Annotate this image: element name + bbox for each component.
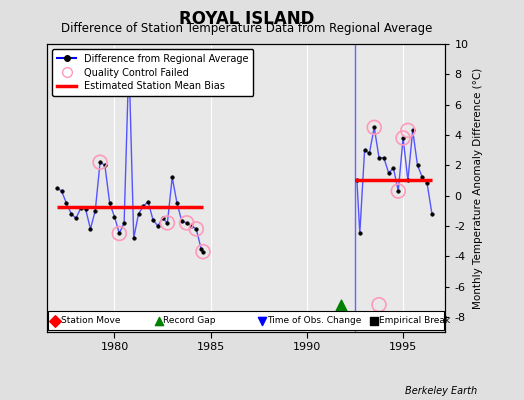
Quality Control Failed <box>192 226 201 232</box>
Text: Record Gap: Record Gap <box>163 316 216 325</box>
Difference from Regional Average <box>102 163 108 168</box>
Difference from Regional Average <box>200 249 206 254</box>
Difference from Regional Average <box>179 219 185 224</box>
Text: Empirical Break: Empirical Break <box>378 316 450 325</box>
Line: Difference from Regional Average: Difference from Regional Average <box>55 58 205 253</box>
Quality Control Failed <box>182 220 191 226</box>
Difference from Regional Average <box>73 216 79 221</box>
Difference from Regional Average <box>130 236 137 240</box>
Y-axis label: Monthly Temperature Anomaly Difference (°C): Monthly Temperature Anomaly Difference (… <box>473 67 483 309</box>
Quality Control Failed <box>394 188 402 194</box>
Difference from Regional Average <box>78 205 84 210</box>
Difference from Regional Average <box>97 160 103 165</box>
Legend: Difference from Regional Average, Quality Control Failed, Estimated Station Mean: Difference from Regional Average, Qualit… <box>52 49 254 96</box>
Quality Control Failed <box>163 220 171 226</box>
Point <box>336 302 345 308</box>
Difference from Regional Average <box>88 226 94 231</box>
Difference from Regional Average <box>150 218 156 222</box>
Text: Difference of Station Temperature Data from Regional Average: Difference of Station Temperature Data f… <box>61 22 432 35</box>
Difference from Regional Average <box>183 220 190 225</box>
Quality Control Failed <box>115 230 124 237</box>
Difference from Regional Average <box>174 201 180 206</box>
Difference from Regional Average <box>169 175 176 180</box>
Quality Control Failed <box>96 159 104 166</box>
Bar <box>48 311 444 330</box>
Point <box>51 318 59 324</box>
Difference from Regional Average <box>116 231 123 236</box>
Quality Control Failed <box>403 127 412 134</box>
Difference from Regional Average <box>92 208 99 213</box>
Quality Control Failed <box>399 135 407 141</box>
Difference from Regional Average <box>198 246 204 251</box>
Text: ROYAL ISLAND: ROYAL ISLAND <box>179 10 314 28</box>
Estimated Station Mean Bias <box>53 204 60 209</box>
Difference from Regional Average <box>126 57 132 62</box>
Difference from Regional Average <box>145 199 151 204</box>
Point <box>369 318 378 324</box>
Text: Station Move: Station Move <box>61 316 120 325</box>
Quality Control Failed <box>199 248 207 255</box>
Difference from Regional Average <box>106 201 113 206</box>
Point <box>375 302 383 308</box>
Difference from Regional Average <box>188 224 194 228</box>
Difference from Regional Average <box>193 226 200 231</box>
Difference from Regional Average <box>159 216 166 221</box>
Point <box>258 318 266 324</box>
Difference from Regional Average <box>59 189 65 194</box>
Difference from Regional Average <box>68 211 74 216</box>
Difference from Regional Average <box>135 211 141 216</box>
Difference from Regional Average <box>140 204 147 208</box>
Text: Time of Obs. Change: Time of Obs. Change <box>267 316 362 325</box>
Difference from Regional Average <box>82 207 89 212</box>
Point <box>155 318 163 324</box>
Text: Berkeley Earth: Berkeley Earth <box>405 386 477 396</box>
Difference from Regional Average <box>121 220 127 225</box>
Estimated Station Mean Bias <box>200 204 206 209</box>
Quality Control Failed <box>370 124 378 130</box>
Difference from Regional Average <box>164 220 170 225</box>
Difference from Regional Average <box>53 186 60 190</box>
Difference from Regional Average <box>155 224 161 228</box>
Difference from Regional Average <box>63 201 70 206</box>
Difference from Regional Average <box>112 214 118 219</box>
